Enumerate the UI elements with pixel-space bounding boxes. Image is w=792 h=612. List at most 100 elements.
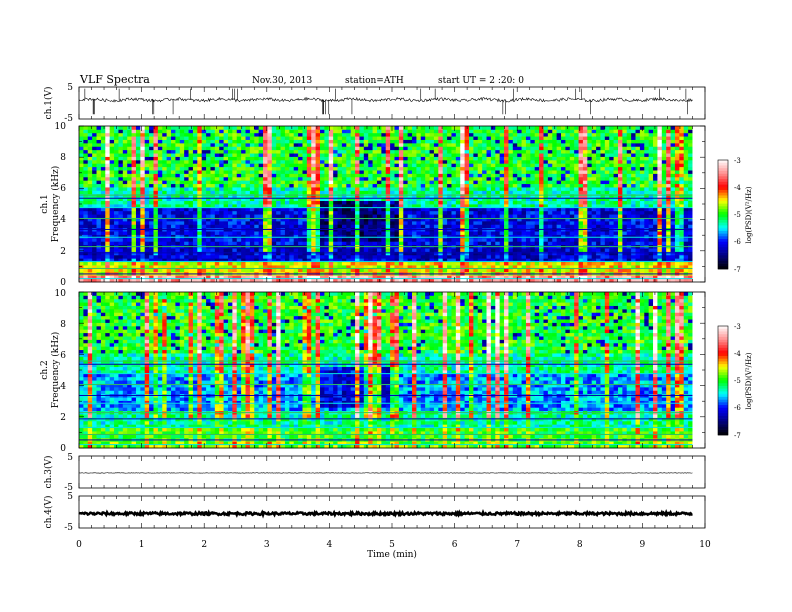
spectrogram-cell bbox=[241, 153, 246, 157]
spectrogram-cell bbox=[416, 220, 422, 225]
spectrogram-cell bbox=[368, 193, 373, 198]
spectrogram-cell bbox=[508, 278, 514, 283]
spectrogram-cell bbox=[149, 200, 154, 205]
spectrogram-cell bbox=[92, 193, 97, 198]
spectrogram-cell bbox=[403, 275, 409, 280]
spectrogram-cell bbox=[241, 220, 246, 225]
spectrogram-cell bbox=[83, 173, 89, 178]
spectrogram-cell bbox=[337, 214, 343, 218]
spectrogram-cell bbox=[355, 193, 360, 198]
spectrogram-cell bbox=[341, 231, 347, 235]
spectrogram-cell bbox=[214, 163, 220, 168]
spectrogram-cell bbox=[504, 200, 509, 205]
spectrogram-cell bbox=[324, 163, 330, 168]
spectrogram-cell bbox=[464, 129, 470, 134]
spectrogram-cell bbox=[521, 136, 527, 140]
spectrogram-cell bbox=[271, 156, 277, 161]
spectrogram-cell bbox=[350, 166, 356, 171]
spectrogram-cell bbox=[363, 129, 369, 134]
spectrogram-cell bbox=[350, 275, 356, 280]
spectrogram-cell bbox=[249, 153, 255, 157]
spectrogram-cell bbox=[271, 183, 277, 188]
spectrogram-cell bbox=[92, 129, 97, 134]
spectrogram-cell bbox=[219, 170, 224, 174]
spectrogram-cell bbox=[122, 126, 128, 130]
spectrogram-cell bbox=[333, 237, 338, 242]
spectrogram-cell bbox=[79, 210, 84, 215]
spectrogram-cell bbox=[100, 234, 106, 239]
spectrogram-cell bbox=[79, 170, 84, 174]
spectrogram-cell bbox=[140, 200, 146, 205]
spectrogram-cell bbox=[157, 207, 163, 212]
spectrogram-cell bbox=[271, 142, 277, 147]
spectrogram-cell bbox=[162, 156, 168, 161]
spectrogram-cell bbox=[350, 210, 356, 215]
spectrogram-cell bbox=[96, 265, 102, 269]
spectrogram-cell bbox=[451, 166, 457, 171]
spectrogram-cell bbox=[302, 149, 308, 154]
spectrogram-cell bbox=[412, 163, 417, 168]
spectrogram-cell bbox=[525, 237, 531, 242]
spectrogram-cell bbox=[324, 261, 330, 266]
spectrogram-cell bbox=[407, 142, 413, 147]
spectrogram-cell bbox=[267, 248, 273, 252]
spectrogram-cell bbox=[267, 251, 273, 256]
spectrogram-cell bbox=[469, 156, 474, 161]
spectrogram-cell bbox=[407, 278, 413, 283]
spectrogram-cell bbox=[376, 254, 382, 259]
spectrogram-cell bbox=[495, 139, 501, 144]
spectrogram-cell bbox=[398, 129, 404, 134]
spectrogram-cell bbox=[210, 224, 216, 229]
spectrogram-cell bbox=[175, 180, 181, 185]
spectrogram-cell bbox=[460, 248, 466, 252]
spectrogram-cell bbox=[258, 176, 264, 181]
spectrogram-cell bbox=[451, 258, 457, 263]
spectrogram-cell bbox=[350, 176, 356, 181]
spectrogram-cell bbox=[398, 258, 404, 263]
spectrogram-cell bbox=[451, 163, 457, 168]
spectrogram-cell bbox=[490, 193, 496, 198]
spectrogram-cell bbox=[464, 187, 470, 191]
spectrogram-cell bbox=[258, 156, 264, 161]
spectrogram-cell bbox=[188, 166, 194, 171]
spectrogram-cell bbox=[166, 142, 172, 147]
spectrogram-cell bbox=[398, 139, 404, 144]
spectrogram-cell bbox=[306, 231, 312, 235]
spectrogram-cell bbox=[298, 217, 303, 222]
spectrogram-cell bbox=[298, 241, 303, 246]
spectrogram-cell bbox=[175, 170, 181, 174]
spectrogram-cell bbox=[232, 204, 238, 208]
spectrogram-cell bbox=[214, 224, 220, 229]
spectrogram-cell bbox=[355, 183, 360, 188]
spectrogram-cell bbox=[232, 214, 238, 218]
spectrogram-cell bbox=[490, 129, 496, 134]
spectrogram-cell bbox=[407, 258, 413, 263]
spectrogram-cell bbox=[433, 126, 439, 130]
spectrogram-cell bbox=[469, 204, 474, 208]
spectrogram-cell bbox=[254, 251, 260, 256]
spectrogram-cell bbox=[184, 275, 189, 280]
spectrogram-cell bbox=[372, 139, 378, 144]
spectrogram-cell bbox=[192, 132, 198, 137]
spectrogram-cell bbox=[135, 261, 141, 266]
spectrogram-cell bbox=[324, 197, 330, 202]
spectrogram-cell bbox=[219, 210, 224, 215]
spectrogram-cell bbox=[227, 248, 233, 252]
spectrogram-cell bbox=[508, 234, 514, 239]
spectrogram-cell bbox=[534, 126, 540, 130]
spectrogram-cell bbox=[184, 176, 189, 181]
spectrogram-cell bbox=[473, 176, 479, 181]
spectrogram-cell bbox=[350, 187, 356, 191]
spectrogram-cell bbox=[499, 180, 505, 185]
spectrogram-cell bbox=[403, 200, 409, 205]
spectrogram-cell bbox=[100, 180, 106, 185]
spectrogram-cell bbox=[127, 214, 132, 218]
spectrogram-cell bbox=[267, 129, 273, 134]
spectrogram-cell bbox=[157, 254, 163, 259]
spectrogram-cell bbox=[398, 156, 404, 161]
spectrogram-cell bbox=[495, 153, 501, 157]
spectrogram-cell bbox=[473, 180, 479, 185]
spectrogram-cell bbox=[394, 207, 400, 212]
spectrogram-cell bbox=[149, 210, 154, 215]
spectrogram-cell bbox=[206, 231, 211, 235]
